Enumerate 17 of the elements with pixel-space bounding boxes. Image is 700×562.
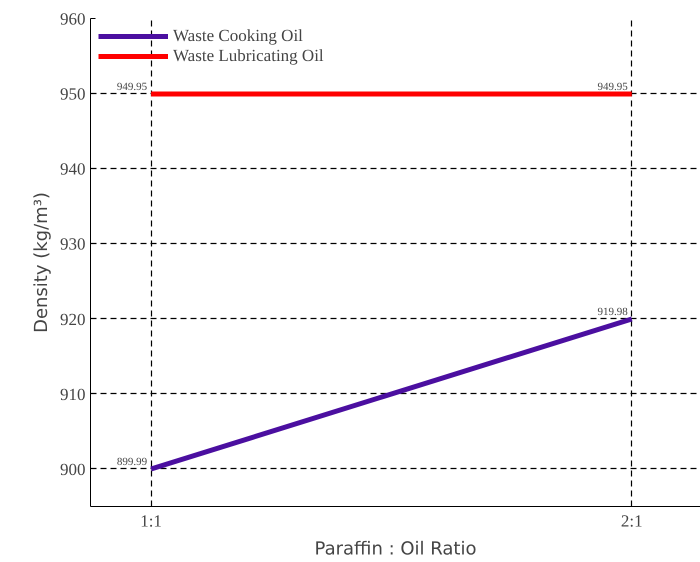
data-label: 949.95 — [116, 80, 148, 93]
data-label: 949.95 — [598, 80, 628, 93]
y-tick-label: 920 — [60, 310, 86, 329]
data-label: 899.99 — [116, 456, 148, 468]
y-tick-label: 950 — [60, 84, 86, 104]
y-tick-label: 940 — [60, 160, 86, 179]
x-tick-label: 1:1 — [140, 512, 162, 530]
x-axis-title: Paraffin : Oil Ratio — [314, 538, 476, 560]
legend-label: Waste Lubricating Oil — [173, 46, 324, 66]
y-tick-label: 910 — [60, 384, 86, 404]
legend-label: Waste Cooking Oil — [173, 26, 303, 46]
data-label: 919.98 — [598, 306, 628, 318]
y-axis-title: Density (kg/m³) — [31, 192, 52, 333]
y-tick-label: 960 — [60, 10, 86, 28]
y-tick-label: 900 — [60, 460, 86, 479]
y-tick-label: 930 — [60, 234, 86, 254]
x-tick-label: 2:1 — [620, 512, 643, 530]
